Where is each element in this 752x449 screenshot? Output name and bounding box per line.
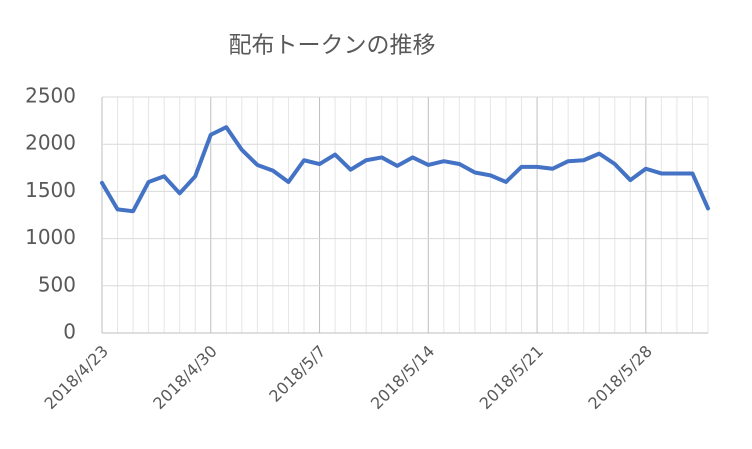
y-tick-label: 0 bbox=[63, 320, 76, 344]
chart-title: 配布トークンの推移 bbox=[229, 33, 436, 59]
y-tick-label: 1500 bbox=[25, 178, 76, 202]
y-tick-label: 500 bbox=[38, 272, 76, 296]
data-line bbox=[100, 125, 710, 214]
y-tick-label: 2500 bbox=[25, 84, 76, 108]
y-tick-label: 1000 bbox=[25, 225, 76, 249]
y-tick-label: 2000 bbox=[25, 131, 76, 155]
